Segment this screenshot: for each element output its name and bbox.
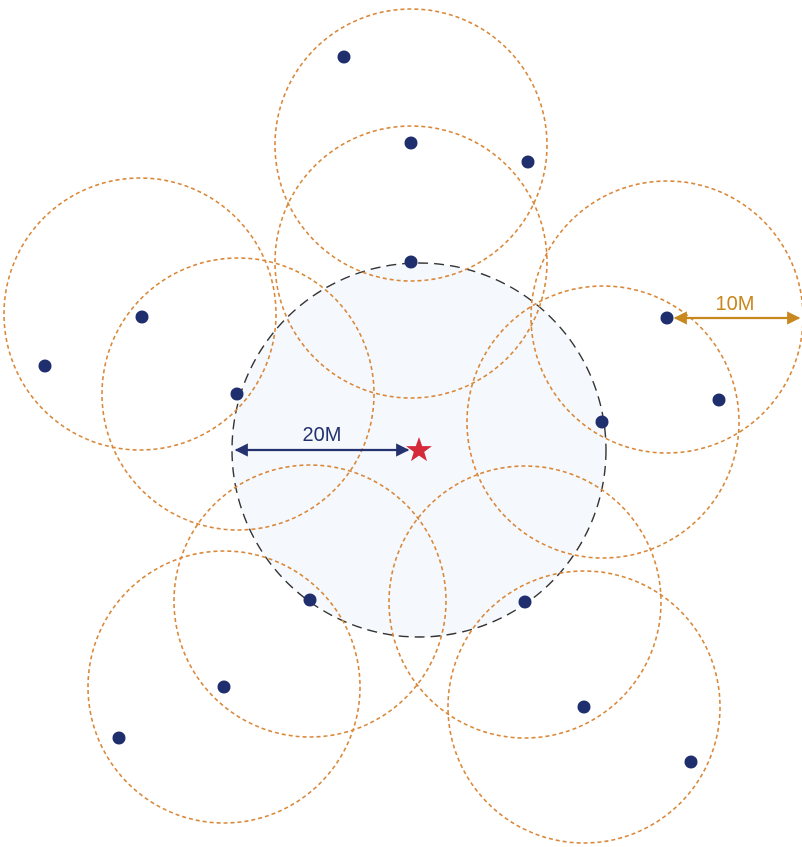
- node-dot: [521, 155, 535, 169]
- node-ring-bottomleft-outer: [87, 550, 361, 824]
- label-10m: 10M: [716, 293, 755, 315]
- node-ring-top-outer: [274, 8, 548, 282]
- node-dot: [712, 393, 726, 407]
- node-ring-top-inner: [274, 125, 548, 399]
- node-dot: [337, 50, 351, 64]
- node-dot: [684, 755, 698, 769]
- node-dot: [660, 311, 674, 325]
- node-ring-bottomleft-inner: [173, 464, 447, 738]
- star-icon: [406, 437, 432, 462]
- node-ring-left-inner: [101, 257, 375, 531]
- node-dot: [230, 387, 244, 401]
- node-dot: [38, 359, 52, 373]
- node-ring-group: [3, 8, 802, 844]
- node-ring-bottomright-inner: [388, 465, 662, 739]
- label-20m: 20M: [303, 424, 342, 446]
- node-dot-group: [38, 50, 726, 769]
- node-dot: [217, 680, 231, 694]
- node-dot: [135, 310, 149, 324]
- node-dot: [112, 731, 126, 745]
- node-dot: [404, 136, 418, 150]
- node-dot: [595, 415, 609, 429]
- node-ring-right-inner: [466, 285, 740, 559]
- node-ring-bottomright-outer: [447, 570, 721, 844]
- node-dot: [303, 593, 317, 607]
- node-dot: [404, 255, 418, 269]
- node-dot: [518, 595, 532, 609]
- node-ring-right-outer: [530, 180, 802, 454]
- node-ring-left-outer: [3, 177, 277, 451]
- node-dot: [577, 700, 591, 714]
